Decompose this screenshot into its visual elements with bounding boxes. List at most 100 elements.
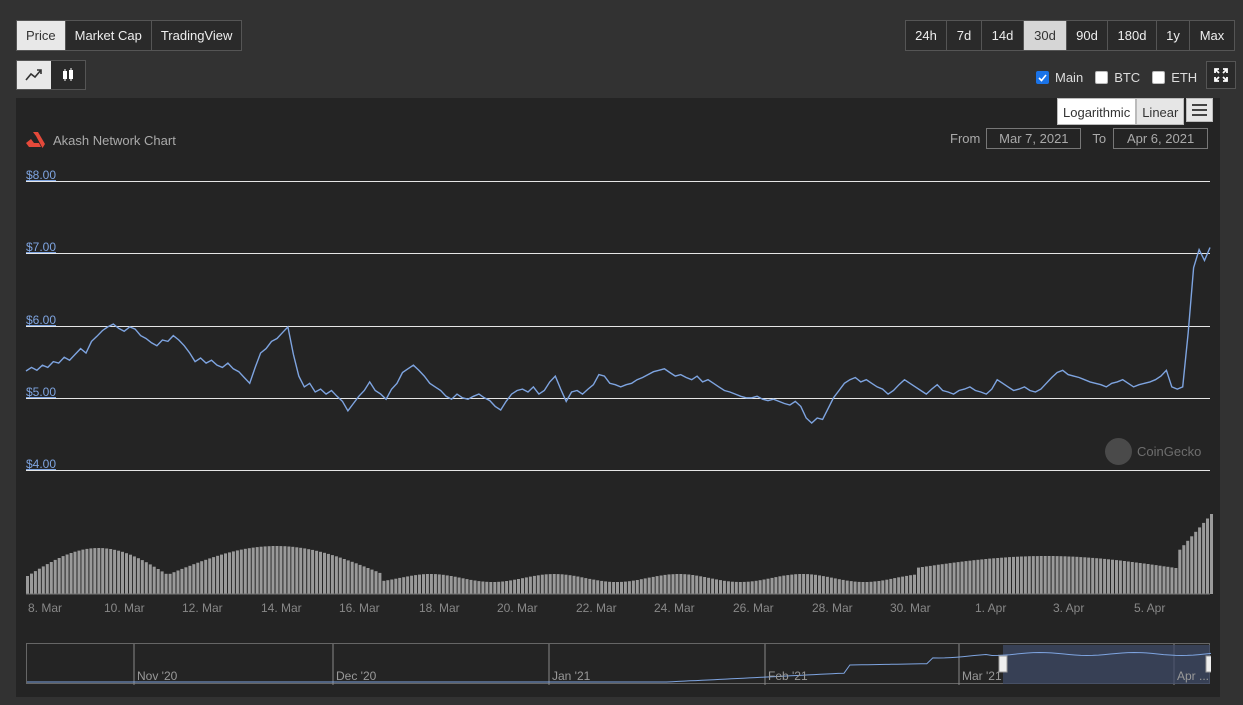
- volume-bar: [635, 580, 639, 594]
- series-toggles: Main BTC ETH: [1036, 70, 1209, 85]
- volume-bar: [422, 574, 425, 594]
- volume-bar: [1186, 540, 1190, 594]
- navigator-label: Feb '21: [768, 669, 808, 683]
- volume-bar: [604, 581, 608, 594]
- volume-bar: [631, 580, 635, 594]
- volume-bar: [675, 574, 679, 594]
- tab-price[interactable]: Price: [17, 21, 66, 50]
- volume-bar: [497, 581, 501, 594]
- volume-bar: [1079, 557, 1083, 594]
- toggle-eth[interactable]: ETH: [1152, 70, 1197, 85]
- volume-bar: [65, 554, 69, 594]
- volume-bar: [960, 561, 964, 594]
- navigator-chart: [27, 644, 1211, 685]
- navigator-label: Jan '21: [552, 669, 591, 683]
- volume-bar: [1095, 558, 1099, 594]
- range-30d[interactable]: 30d: [1024, 21, 1067, 50]
- fullscreen-button[interactable]: [1206, 61, 1236, 89]
- y-tick-label: $4.00: [26, 457, 57, 471]
- range-24h[interactable]: 24h: [906, 21, 947, 50]
- volume-bar: [433, 574, 437, 594]
- volume-bar: [877, 581, 881, 594]
- volume-bar: [964, 561, 968, 594]
- line-chart-button[interactable]: [17, 61, 51, 89]
- y-tick-label: $8.00: [26, 168, 57, 182]
- checkbox-icon[interactable]: [1095, 71, 1109, 84]
- toggle-label: ETH: [1171, 70, 1198, 85]
- x-tick-label: 20. Mar: [497, 601, 538, 615]
- range-180d[interactable]: 180d: [1108, 21, 1157, 50]
- volume-bar: [722, 580, 726, 594]
- volume-bar: [873, 581, 877, 594]
- volume-bar: [616, 582, 619, 594]
- x-tick-label: 30. Mar: [890, 601, 931, 615]
- volume-bar: [810, 574, 814, 594]
- range-1y[interactable]: 1y: [1157, 21, 1190, 50]
- volume-bar: [711, 578, 715, 594]
- range-14d[interactable]: 14d: [982, 21, 1024, 50]
- logarithmic-button[interactable]: Logarithmic: [1057, 98, 1137, 125]
- volume-bar: [829, 577, 833, 594]
- from-label: From: [950, 131, 981, 146]
- volume-bar: [1016, 556, 1019, 594]
- navigator-selection[interactable]: [1003, 645, 1210, 684]
- volume-bar: [699, 576, 703, 594]
- candlestick-button[interactable]: [51, 61, 85, 89]
- volume-bar: [837, 579, 841, 594]
- volume-bar: [1035, 556, 1039, 594]
- range-max[interactable]: Max: [1199, 28, 1225, 43]
- volume-bar: [703, 577, 707, 594]
- volume-bar: [33, 571, 37, 594]
- volume-bar: [461, 578, 465, 594]
- volume-bar: [204, 559, 208, 594]
- navigator-label: Apr ...: [1177, 669, 1210, 683]
- volume-bar: [172, 572, 176, 594]
- volume-bar: [501, 581, 505, 594]
- volume-bar: [1170, 567, 1174, 594]
- volume-bar: [315, 550, 319, 594]
- tab-market-cap[interactable]: Market Cap: [65, 21, 152, 50]
- volume-bar: [148, 564, 152, 594]
- volume-bar: [865, 582, 869, 594]
- volume-bar: [588, 578, 592, 594]
- from-date-input[interactable]: Mar 7, 2021: [986, 128, 1082, 149]
- x-tick-label: 14. Mar: [261, 601, 302, 615]
- x-tick-label: 3. Apr: [1053, 601, 1085, 615]
- volume-bar: [917, 567, 920, 594]
- volume-bar: [49, 562, 53, 594]
- linear-button[interactable]: Linear: [1136, 98, 1185, 125]
- volume-bar: [825, 576, 829, 594]
- volume-bar: [623, 581, 627, 594]
- range-navigator[interactable]: Nov '20 Dec '20 Jan '21 Feb '21 Mar '21 Apr .…: [26, 643, 1211, 685]
- toggle-btc[interactable]: BTC: [1095, 70, 1140, 85]
- volume-bar: [517, 579, 520, 594]
- range-7d[interactable]: 7d: [947, 21, 982, 50]
- navigator-handle[interactable]: [998, 655, 1008, 673]
- volume-bar: [568, 575, 572, 594]
- chart-menu-button[interactable]: [1186, 98, 1214, 122]
- volume-bar: [524, 577, 528, 594]
- volume-bar: [378, 572, 382, 594]
- tab-tradingview[interactable]: TradingView: [151, 21, 242, 50]
- volume-bar: [1126, 561, 1130, 594]
- checkbox-icon[interactable]: [1152, 71, 1166, 84]
- volume-bar: [695, 575, 699, 594]
- volume-bar: [790, 574, 794, 594]
- volume-bar: [57, 558, 61, 594]
- volume-bar: [806, 574, 810, 594]
- toggle-main[interactable]: Main: [1036, 70, 1083, 85]
- volume-bar: [869, 581, 873, 594]
- volume-bar: [342, 559, 346, 594]
- volume-bar: [263, 546, 267, 594]
- range-90d[interactable]: 90d: [1067, 21, 1108, 50]
- navigator-line: [27, 651, 1211, 683]
- volume-bar: [212, 557, 216, 594]
- volume-bar: [330, 555, 334, 594]
- x-tick-label: 24. Mar: [654, 601, 695, 615]
- to-date-input[interactable]: Apr 6, 2021: [1113, 128, 1209, 149]
- volume-bar: [996, 558, 1000, 594]
- checkbox-icon[interactable]: [1036, 71, 1049, 84]
- navigator-handle[interactable]: [1205, 655, 1211, 673]
- menu-icon: [1192, 104, 1208, 106]
